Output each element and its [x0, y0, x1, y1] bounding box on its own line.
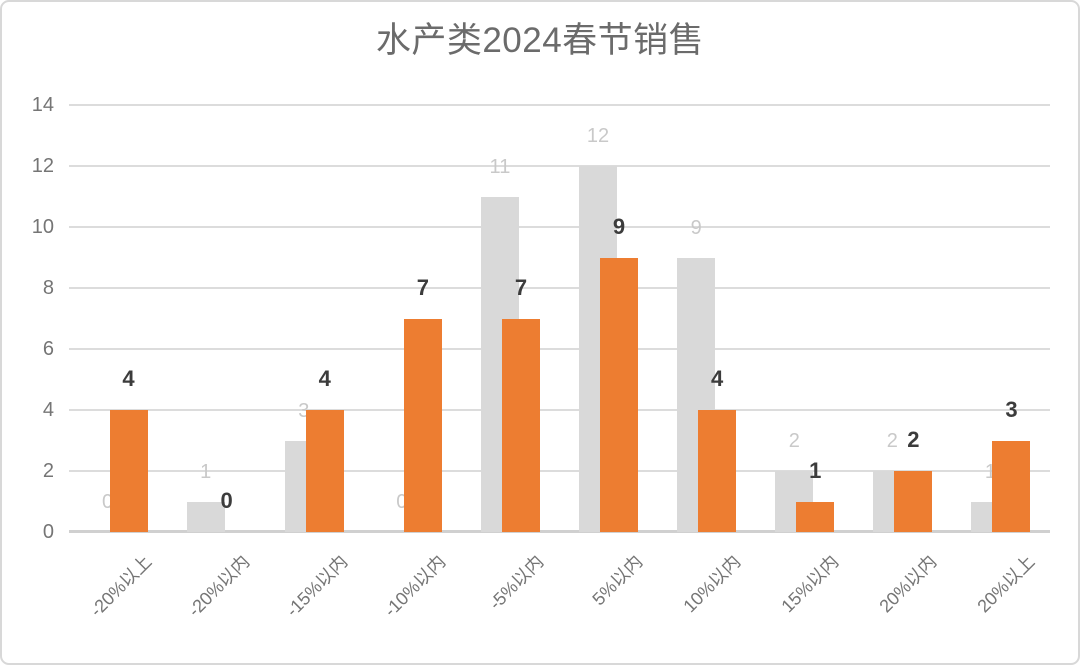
value-label-gray: 2 [886, 430, 898, 452]
x-category-label: -10%以内 [380, 551, 450, 621]
x-axis: -20%以上 -20%以内 -15%以内 -10%以内 -5%以内 5%以内 10%以内 15… [69, 540, 1050, 663]
gridline [69, 287, 1050, 289]
gridline [69, 409, 1050, 411]
x-category-label: -5%以内 [485, 551, 548, 614]
bar-series-orange [305, 410, 344, 532]
value-label-gray: 12 [586, 125, 610, 147]
value-label-gray: 11 [489, 155, 511, 178]
gridline [69, 348, 1050, 350]
bar-series-gray [186, 501, 225, 532]
x-category-label: 20%以内 [875, 551, 941, 617]
value-label-orange: 0 [220, 488, 233, 513]
value-label-gray: 1 [200, 460, 212, 483]
y-axis: 0 2 4 6 8 10 12 14 [2, 95, 54, 542]
plot-area: 0 4 1 0 3 4 0 7 11 7 12 9 9 4 2 1 2 2 1 3 [69, 104, 1050, 533]
y-tick-label: 14 [31, 94, 54, 116]
bar-series-orange [600, 257, 639, 532]
gridline [69, 226, 1050, 228]
y-tick-label: 8 [42, 277, 54, 299]
value-label-gray: 0 [101, 491, 114, 513]
gridline [69, 104, 1050, 106]
x-category-label: -20%以上 [86, 551, 156, 621]
x-category-label: 20%以上 [973, 551, 1039, 617]
chart-title: 水产类2024春节销售 [375, 21, 705, 60]
y-tick-label: 4 [42, 399, 54, 421]
value-label-gray: 0 [396, 491, 408, 513]
value-label-orange: 4 [122, 366, 135, 391]
value-label-gray: 2 [788, 430, 800, 452]
y-tick-label: 10 [31, 216, 54, 238]
bar-series-orange [894, 471, 933, 532]
value-label-orange: 4 [318, 366, 331, 391]
value-label-orange: 2 [907, 427, 920, 452]
x-category-label: 5%以内 [588, 551, 646, 610]
value-label-orange: 4 [711, 366, 724, 391]
x-category-label: 15%以内 [777, 551, 843, 617]
bar-series-orange [796, 501, 835, 532]
value-label-gray: 9 [690, 216, 702, 239]
bar-series-orange [992, 440, 1031, 532]
value-label-orange: 3 [1005, 396, 1018, 422]
y-tick-label: 12 [31, 155, 54, 177]
x-axis-line [69, 530, 1050, 533]
gridline [69, 470, 1050, 472]
x-category-label: -15%以内 [282, 551, 352, 621]
value-label-orange: 1 [809, 457, 822, 483]
value-label-orange: 7 [416, 274, 429, 300]
value-label-gray: 3 [298, 399, 310, 422]
bar-series-orange [698, 410, 737, 532]
bar-series-orange [501, 318, 540, 532]
bar-series-orange [403, 318, 442, 532]
y-tick-label: 2 [42, 460, 54, 482]
gridline [69, 165, 1050, 167]
value-label-orange: 9 [612, 213, 626, 239]
value-label-orange: 7 [514, 274, 528, 300]
y-tick-label: 6 [42, 338, 54, 360]
x-category-label: -20%以内 [184, 551, 254, 621]
value-label-gray: 1 [984, 460, 996, 483]
y-tick-label: 0 [42, 521, 54, 543]
x-category-label: 10%以内 [679, 551, 745, 617]
bar-series-orange [109, 410, 148, 532]
